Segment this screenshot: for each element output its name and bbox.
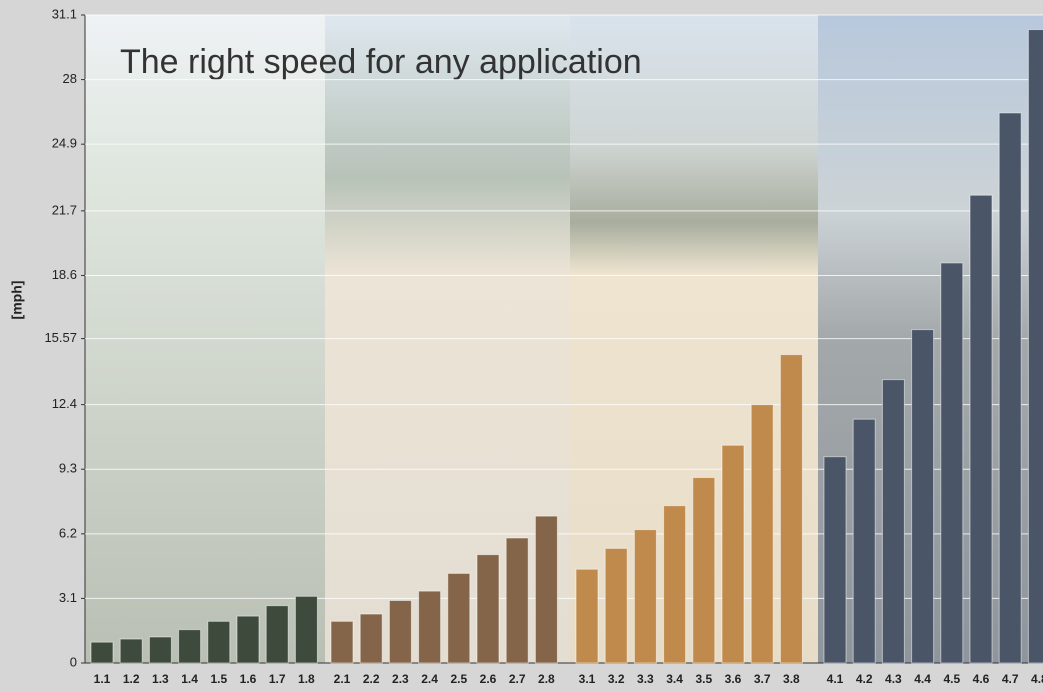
bar [265, 605, 289, 664]
bar [852, 418, 876, 664]
bar [236, 615, 260, 664]
bar [692, 477, 716, 664]
x-tick-label: 2.7 [509, 672, 526, 686]
bar [476, 554, 500, 664]
chart-title: The right speed for any application [120, 43, 642, 81]
y-tick-label: 0 [70, 654, 77, 669]
x-tick-label: 4.4 [914, 672, 931, 686]
bar [178, 629, 202, 664]
x-tick-label: 4.5 [943, 672, 960, 686]
x-tick-label: 4.3 [885, 672, 902, 686]
y-tick-label: 9.3 [59, 461, 77, 476]
x-tick-label: 2.6 [480, 672, 497, 686]
bar [998, 112, 1022, 664]
y-tick-label: 18.6 [52, 267, 77, 282]
x-tick-label: 2.4 [421, 672, 438, 686]
y-tick-label: 31.1 [52, 6, 77, 21]
y-tick-label: 24.9 [52, 136, 77, 151]
x-tick-label: 3.3 [637, 672, 654, 686]
y-tick-label: 3.1 [59, 590, 77, 605]
x-tick-label: 2.2 [363, 672, 380, 686]
bar [359, 613, 383, 664]
x-tick-label: 1.3 [152, 672, 169, 686]
bar [823, 456, 847, 664]
bar [148, 636, 172, 664]
x-tick-label: 2.1 [334, 672, 351, 686]
bar [447, 572, 471, 664]
x-tick-label: 3.2 [608, 672, 625, 686]
bar [207, 620, 231, 664]
x-tick-label: 3.1 [579, 672, 596, 686]
bar [330, 620, 354, 664]
x-tick-label: 4.7 [1002, 672, 1019, 686]
bar [663, 505, 687, 664]
x-tick-label: 2.8 [538, 672, 555, 686]
bar [1027, 29, 1043, 664]
bar [721, 444, 745, 664]
x-tick-label: 3.5 [695, 672, 712, 686]
x-tick-label: 1.6 [240, 672, 257, 686]
bar [779, 354, 803, 664]
bar [750, 404, 774, 664]
x-tick-label: 3.6 [725, 672, 742, 686]
x-tick-label: 4.2 [856, 672, 873, 686]
bar [911, 329, 935, 664]
y-axis-label: [mph] [9, 281, 25, 320]
x-tick-label: 4.8 [1031, 672, 1043, 686]
y-tick-label: 12.4 [52, 396, 77, 411]
x-tick-label: 1.5 [210, 672, 227, 686]
bar [633, 529, 657, 664]
x-tick-label: 2.5 [450, 672, 467, 686]
x-tick-label: 1.7 [269, 672, 286, 686]
x-tick-label: 2.3 [392, 672, 409, 686]
x-tick-label: 4.6 [973, 672, 990, 686]
x-tick-label: 3.8 [783, 672, 800, 686]
bar [940, 262, 964, 664]
y-tick-label: 28 [63, 71, 77, 86]
x-tick-label: 1.2 [123, 672, 140, 686]
y-tick-label: 15.57 [44, 330, 77, 345]
bar [534, 515, 558, 664]
x-tick-label: 1.8 [298, 672, 315, 686]
bar [969, 194, 993, 664]
bar [575, 568, 599, 664]
y-tick-label: 6.2 [59, 525, 77, 540]
bar [294, 595, 318, 664]
bar [604, 547, 628, 664]
x-tick-label: 4.1 [827, 672, 844, 686]
bar [119, 638, 143, 664]
bar [881, 379, 905, 664]
x-tick-label: 1.1 [94, 672, 111, 686]
bar [505, 537, 529, 664]
bar [388, 599, 412, 664]
x-tick-label: 1.4 [181, 672, 198, 686]
y-tick-label: 21.7 [52, 202, 77, 217]
x-tick-label: 3.4 [666, 672, 683, 686]
bar [90, 641, 114, 664]
x-tick-label: 3.7 [754, 672, 771, 686]
bar [418, 590, 442, 664]
